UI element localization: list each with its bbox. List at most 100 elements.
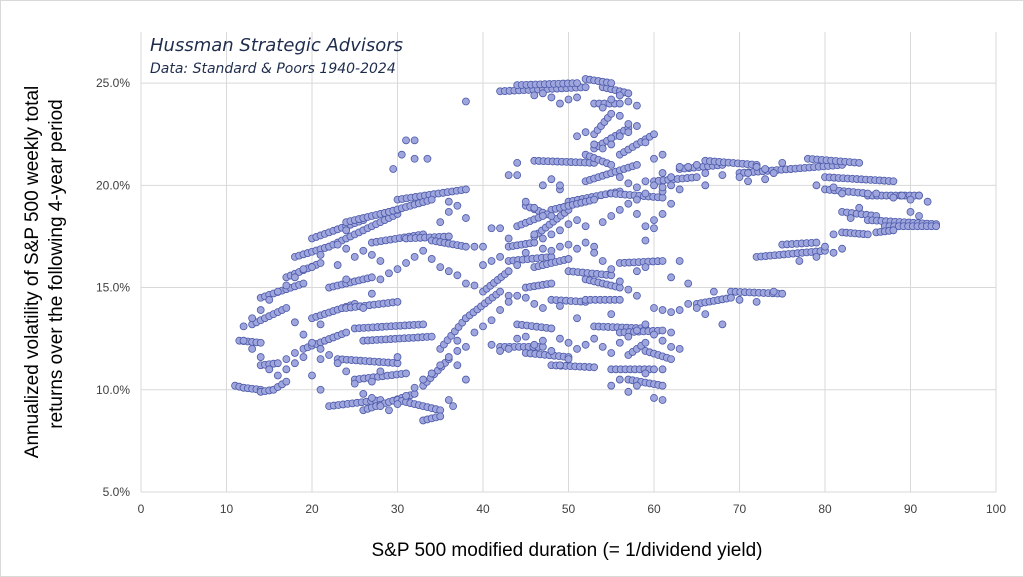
data-point: [607, 95, 616, 104]
data-point: [316, 250, 325, 259]
data-point: [692, 160, 701, 169]
data-point: [479, 261, 487, 269]
data-point: [667, 308, 675, 316]
data-point: [402, 392, 410, 400]
data-point: [513, 171, 522, 180]
data-point: [624, 120, 633, 128]
data-point: [598, 218, 607, 227]
data-point: [316, 355, 325, 364]
data-point: [273, 287, 282, 296]
data-point: [744, 177, 752, 186]
data-point: [573, 344, 581, 353]
data-point: [573, 244, 581, 253]
data-point: [633, 195, 641, 204]
y-tick-label: 5.0%: [103, 485, 131, 499]
data-point: [461, 185, 470, 194]
data-point: [333, 261, 342, 269]
data-point: [547, 347, 556, 355]
data-point: [530, 300, 539, 308]
data-point: [359, 304, 368, 312]
data-point: [633, 160, 641, 169]
data-point: [556, 242, 564, 251]
data-point: [547, 212, 556, 220]
data-point: [556, 334, 564, 343]
data-point: [333, 359, 342, 368]
data-point: [607, 349, 616, 357]
data-point: [564, 240, 573, 249]
data-point: [564, 220, 573, 229]
y-axis-title-line-1: Annualized volatility of S&P 500 weekly …: [22, 86, 43, 458]
data-point: [607, 79, 616, 88]
data-point: [479, 242, 487, 251]
data-point: [838, 189, 846, 198]
x-tick-label: 60: [647, 502, 661, 516]
data-point: [641, 138, 650, 147]
data-point: [393, 297, 402, 306]
data-point: [487, 257, 496, 265]
data-point: [650, 304, 658, 312]
data-point: [342, 367, 351, 376]
data-point: [496, 224, 505, 233]
data-point: [427, 369, 436, 378]
data-point: [385, 269, 393, 278]
data-point: [641, 236, 650, 245]
data-point: [598, 342, 607, 351]
data-point: [290, 273, 299, 282]
data-point: [504, 234, 513, 243]
data-point: [496, 252, 505, 261]
data-point: [487, 340, 496, 349]
data-point: [282, 304, 291, 312]
data-point: [633, 267, 641, 276]
data-point: [342, 226, 351, 235]
data-point: [402, 259, 410, 267]
data-point: [581, 83, 590, 92]
data-point: [256, 338, 265, 347]
data-point: [290, 359, 299, 368]
data-point: [449, 402, 457, 411]
data-point: [658, 169, 667, 177]
data-point: [633, 291, 641, 300]
data-point: [427, 255, 436, 263]
data-point: [410, 136, 419, 145]
data-point: [397, 150, 406, 159]
data-point: [684, 279, 693, 288]
data-point: [615, 338, 624, 347]
data-point: [547, 324, 556, 333]
data-point: [624, 199, 633, 208]
data-point: [436, 218, 445, 227]
data-point: [812, 181, 821, 190]
data-point: [752, 297, 761, 306]
data-point: [564, 355, 573, 364]
data-point: [915, 191, 923, 200]
data-point: [641, 369, 650, 378]
data-point: [769, 287, 778, 296]
data-point: [915, 212, 923, 220]
data-point: [923, 197, 932, 206]
data-point: [650, 365, 658, 374]
data-point: [342, 244, 351, 253]
data-point: [675, 257, 684, 265]
data-point: [684, 163, 693, 171]
data-point: [282, 355, 291, 364]
data-point: [453, 271, 462, 280]
data-point: [513, 334, 522, 343]
data-point: [419, 320, 428, 329]
data-point: [453, 201, 462, 210]
data-point: [581, 128, 590, 137]
data-point: [658, 381, 667, 390]
data-point: [633, 210, 641, 218]
data-point: [829, 248, 838, 257]
data-point: [504, 267, 513, 276]
data-point: [538, 244, 547, 253]
data-point: [410, 154, 419, 163]
data-point: [410, 383, 419, 392]
data-point: [641, 263, 650, 272]
data-point: [530, 230, 539, 239]
data-point: [538, 181, 547, 190]
data-point: [290, 349, 299, 357]
data-point: [658, 257, 667, 265]
data-point: [419, 375, 428, 384]
data-point: [615, 295, 624, 304]
annotation-data: Data: Standard & Poors 1940-2024: [150, 61, 396, 77]
data-point: [385, 406, 393, 415]
